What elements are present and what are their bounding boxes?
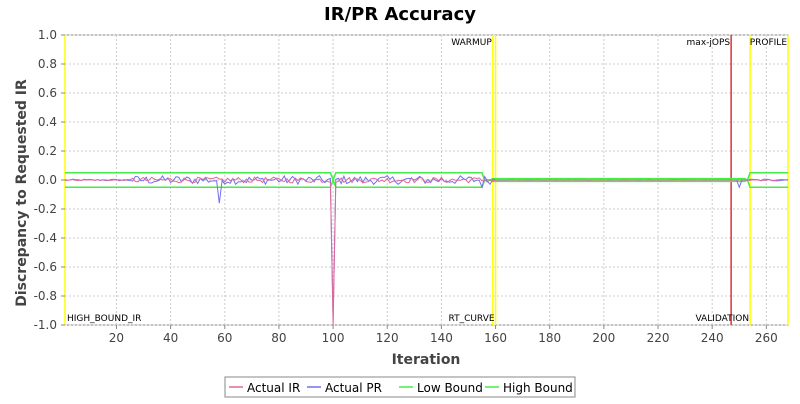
marker-label: WARMUP: [451, 38, 492, 48]
x-tick-label: 220: [647, 331, 670, 345]
marker-label: PROFILE: [750, 38, 788, 48]
y-tick-label: 0.4: [38, 115, 57, 129]
legend-label: Low Bound: [417, 381, 483, 395]
x-tick-label: 80: [271, 331, 286, 345]
y-tick-label: -0.6: [34, 260, 57, 274]
x-tick-label: 140: [430, 331, 453, 345]
legend-label: Actual IR: [247, 381, 300, 395]
y-tick-label: 0.0: [38, 173, 57, 187]
tick-labels: 20 40 60 80 100 120 140 160 180 200 220 240 260 1.0 0.…: [34, 28, 778, 345]
y-tick-label: 1.0: [38, 28, 57, 42]
y-axis-label: Discrepancy to Requested IR: [14, 79, 30, 307]
y-tick-label: 0.6: [38, 86, 57, 100]
legend: Actual IR Actual PR Low Bound High Bound: [224, 376, 576, 398]
y-tick-label: 0.2: [38, 144, 57, 158]
x-tick-label: 60: [217, 331, 232, 345]
marker-label: max-jOPS: [687, 38, 731, 48]
x-tick-label: 240: [701, 331, 724, 345]
x-tick-label: 260: [755, 331, 778, 345]
x-tick-label: 160: [484, 331, 507, 345]
x-tick-label: 100: [322, 331, 345, 345]
x-axis-label: Iteration: [392, 352, 461, 368]
series-group: [64, 172, 789, 326]
x-tick-label: 20: [109, 331, 124, 345]
high-bound-line: [65, 172, 788, 183]
x-tick-label: 120: [376, 331, 399, 345]
y-tick-label: -0.8: [34, 289, 57, 303]
marker-label: HIGH_BOUND_IR: [67, 314, 141, 324]
low-bound-line: [65, 177, 788, 189]
marker-label: RT_CURVE: [448, 314, 494, 324]
chart-title: IR/PR Accuracy: [324, 4, 476, 25]
legend-label: High Bound: [503, 381, 573, 395]
y-tick-label: 0.8: [38, 57, 57, 71]
y-tick-label: -0.2: [34, 202, 57, 216]
y-tick-label: -1.0: [34, 318, 57, 332]
marker-label: VALIDATION: [695, 314, 749, 324]
x-tick-label: 200: [592, 331, 615, 345]
x-tick-label: 40: [163, 331, 178, 345]
y-tick-label: -0.4: [34, 231, 57, 245]
actual-ir-line: [64, 176, 789, 326]
legend-label: Actual PR: [325, 381, 382, 395]
x-tick-label: 180: [538, 331, 561, 345]
